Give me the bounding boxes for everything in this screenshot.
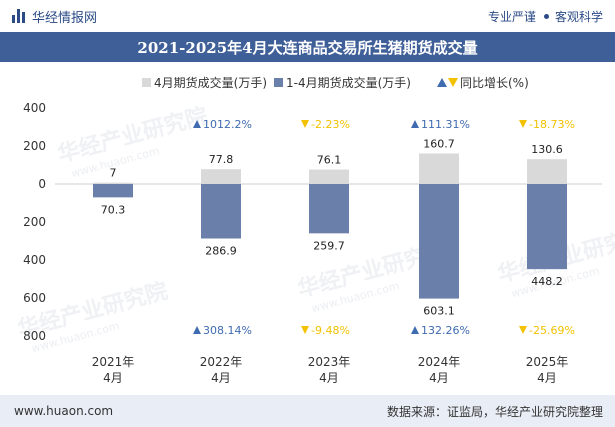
growth-monthly-down-triangle-icon [519,120,527,128]
y-tick-label: 200 [23,215,46,229]
value-label-monthly: 76.1 [317,154,342,167]
value-label-cumulative: 259.7 [313,239,345,252]
x-tick-label-year: 2025年 [526,355,569,369]
bar-monthly [527,159,567,184]
chart-title: 2021-2025年4月大连商品交易所生猪期货成交量 [137,38,478,57]
bar-monthly [419,153,459,184]
bars [93,153,567,299]
bar-cumulative [419,184,459,299]
y-tick-label: 400 [23,101,46,115]
growth-cumulative-label: 308.14% [203,324,252,337]
growth-monthly-label: -18.73% [529,118,575,131]
growth-cumulative-label: -9.48% [311,324,350,337]
data-labels: 7 70.3 77.8 286.9 1012.2% 308.14% 76.1 259.7 -2.… [101,118,575,337]
bar-monthly [201,169,241,184]
brand-logo-icon [12,9,25,23]
y-tick-label: 800 [23,329,46,343]
growth-monthly-down-triangle-icon [301,120,309,128]
x-tick-label-year: 2022年 [200,355,243,369]
slogan-tag-2: 客观科学 [554,9,603,24]
x-tick-label-month: 4月 [319,371,339,385]
value-label-monthly: 7 [110,167,117,180]
x-tick-label-month: 4月 [103,371,123,385]
value-label-monthly: 130.6 [531,143,563,156]
value-label-cumulative: 70.3 [101,203,126,216]
growth-cumulative-up-triangle-icon [193,326,201,334]
legend-label-growth: 同比增长(%) [460,76,529,90]
legend-label-monthly: 4月期货成交量(万手) [154,75,267,90]
legend-label-cumulative: 1-4月期货成交量(万手) [286,75,411,90]
footer-website[interactable]: www.huaon.com [14,404,114,418]
value-label-monthly: 160.7 [423,137,455,150]
legend-swatch-monthly [142,78,151,87]
dot-separator-icon [543,13,549,19]
value-label-monthly: 77.8 [209,153,234,166]
bar-cumulative [309,184,349,234]
x-tick-label-year: 2023年 [308,355,351,369]
bar-monthly [93,182,133,184]
growth-monthly-label: -2.23% [311,118,350,131]
value-label-cumulative: 448.2 [531,275,563,288]
footer: www.huaon.com 数据来源：证监局，华经产业研究院整理 [0,395,615,427]
top-bar: 华经情报网 专业严谨 客观科学 [0,0,615,32]
x-tick-label-year: 2021年 [92,355,135,369]
growth-cumulative-label: -25.69% [529,324,575,337]
x-tick-label-month: 4月 [429,371,449,385]
chart-title-bar: 2021-2025年4月大连商品交易所生猪期货成交量 [0,32,615,62]
brand[interactable]: 华经情报网 [12,7,97,26]
growth-cumulative-label: 132.26% [421,324,470,337]
brand-name: 华经情报网 [32,10,98,26]
growth-monthly-up-triangle-icon [411,120,419,128]
value-label-cumulative: 286.9 [205,245,237,258]
x-tick-label-month: 4月 [211,371,231,385]
value-label-cumulative: 603.1 [423,305,455,318]
slogan: 专业严谨 客观科学 [488,8,603,25]
bar-cumulative [201,184,241,239]
bar-monthly [309,169,349,184]
x-axis: 2021年 4月 2022年 4月 2023年 4月 2024年 4月 2025年 4月 [92,355,569,385]
growth-monthly-label: 111.31% [421,118,470,131]
legend-up-triangle-icon [437,78,447,87]
x-tick-label-year: 2024年 [418,355,461,369]
y-tick-label: 0 [38,177,46,191]
y-tick-label: 600 [23,291,46,305]
footer-source: 数据来源：证监局，华经产业研究院整理 [386,404,603,419]
slogan-tag-1: 专业严谨 [487,9,536,24]
y-tick-label: 400 [23,253,46,267]
x-tick-label-month: 4月 [537,371,557,385]
growth-cumulative-up-triangle-icon [411,326,419,334]
growth-monthly-label: 1012.2% [203,118,252,131]
bar-cumulative [527,184,567,270]
legend-swatch-cumulative [274,78,283,87]
chart-area: 华经产业研究院www.huaon.com华经产业研究院www.huaon.com… [15,75,615,385]
legend: 4月期货成交量(万手) 1-4月期货成交量(万手) 同比增长(%) [142,75,529,90]
growth-monthly-up-triangle-icon [193,120,201,128]
bar-cumulative [93,184,133,198]
growth-cumulative-down-triangle-icon [519,326,527,334]
growth-cumulative-down-triangle-icon [301,326,309,334]
legend-down-triangle-icon [448,78,458,87]
y-tick-label: 200 [23,139,46,153]
